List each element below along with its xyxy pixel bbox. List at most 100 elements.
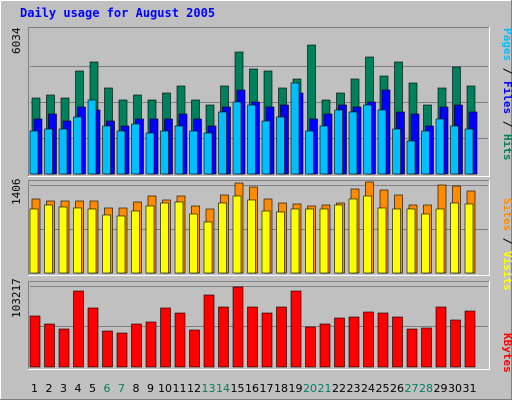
- pages-bar: [319, 125, 329, 175]
- day-label: 10: [158, 382, 172, 395]
- legend-kbytes: KBytes: [501, 333, 512, 373]
- kbytes-bar: [421, 327, 432, 368]
- legend-sep-3: /: [501, 231, 512, 251]
- kbytes-bar: [247, 306, 258, 368]
- kbytes-bar: [174, 312, 186, 368]
- pages-bar: [73, 116, 82, 175]
- kbytes-bar: [261, 312, 273, 368]
- visits-bar: [377, 207, 387, 274]
- chart-title: Daily usage for August 2005: [20, 6, 215, 20]
- day-label: 22: [332, 382, 346, 395]
- visits-bar: [435, 208, 445, 274]
- kbytes-bar: [290, 290, 302, 368]
- day-label: 19: [289, 382, 303, 395]
- kbytes-bar: [145, 321, 157, 368]
- kbytes-bar: [189, 329, 200, 368]
- pages-bar: [406, 140, 416, 175]
- day-label: 25: [376, 382, 390, 395]
- day-label: 26: [390, 382, 404, 395]
- visits-bar: [421, 213, 430, 274]
- visits-bar: [203, 221, 213, 274]
- legend-sep-1: /: [501, 61, 512, 81]
- pages-bar: [305, 130, 314, 175]
- visits-bar: [290, 208, 300, 274]
- legend-pages: Pages: [501, 28, 512, 61]
- kbytes-bar: [450, 319, 461, 368]
- hits-y-max-label: 6034: [10, 27, 23, 54]
- day-label: 21: [318, 382, 332, 395]
- legend-hits: Hits: [501, 134, 512, 161]
- pages-bar: [348, 111, 358, 175]
- pages-bar: [232, 101, 242, 175]
- kbytes-bar: [435, 306, 447, 368]
- kbytes-bar: [305, 326, 316, 368]
- day-label: 7: [118, 382, 125, 395]
- pages-bar: [276, 116, 285, 175]
- day-label: 29: [434, 382, 448, 395]
- kbytes-bar: [232, 286, 244, 368]
- day-label: 24: [361, 382, 375, 395]
- kbytes-bar: [58, 328, 70, 368]
- visits-bar: [261, 210, 271, 274]
- day-label: 27: [405, 382, 419, 395]
- visits-bar: [348, 198, 358, 274]
- day-label: 30: [448, 382, 462, 395]
- day-label: 1: [31, 382, 38, 395]
- pages-bar: [421, 130, 430, 175]
- visits-bar: [363, 195, 372, 274]
- kbytes-bar: [102, 330, 113, 368]
- visits-bar: [247, 199, 256, 274]
- legend-pages-files-hits: Pages / Files / Hits: [501, 28, 512, 161]
- visits-bar: [44, 204, 53, 274]
- legend-files: Files: [501, 81, 512, 114]
- sites-y-max-label: 1406: [10, 179, 23, 206]
- pages-bar: [29, 130, 39, 175]
- kbytes-bar: [73, 290, 84, 368]
- day-label: 23: [347, 382, 361, 395]
- kbytes-bar: [44, 323, 55, 368]
- visits-bar: [102, 214, 111, 274]
- kbytes-bar: [464, 310, 476, 368]
- visits-bar: [305, 208, 314, 274]
- day-label: 9: [147, 382, 154, 395]
- kbytes-bar: [276, 306, 287, 368]
- pages-bar: [261, 120, 271, 175]
- kbytes-bar: [116, 332, 128, 368]
- pages-bar: [435, 118, 445, 175]
- pages-bar: [377, 109, 387, 175]
- kbytes-bar: [29, 315, 41, 368]
- kbytes-bar: [392, 316, 403, 368]
- kbytes-bar: [406, 328, 418, 368]
- visits-bar: [406, 208, 416, 274]
- pages-bar: [218, 111, 227, 175]
- pages-bar: [450, 125, 459, 175]
- kbytes-bar: [334, 317, 345, 368]
- visits-bar: [87, 208, 97, 274]
- legend-kbytes-label: KBytes: [501, 333, 512, 373]
- kbytes-bar: [87, 307, 99, 368]
- day-label: 2: [46, 382, 53, 395]
- legend-sites-visits: Sites / Visits: [501, 198, 512, 291]
- day-label: 17: [260, 382, 274, 395]
- pages-bar: [58, 128, 68, 175]
- kbytes-bar: [218, 306, 229, 368]
- day-label: 18: [274, 382, 288, 395]
- pages-bar: [392, 128, 401, 175]
- legend-sites: Sites: [501, 198, 512, 231]
- visits-bar: [145, 205, 155, 274]
- pages-bar: [334, 109, 343, 175]
- chart-bars: [29, 44, 478, 368]
- visits-bar: [189, 213, 198, 274]
- pages-bar: [174, 125, 184, 175]
- kbytes-bar: [203, 294, 215, 368]
- visits-bar: [464, 203, 474, 274]
- day-label: 31: [463, 382, 477, 395]
- day-label: 28: [419, 382, 433, 395]
- pages-bar: [189, 130, 198, 175]
- day-labels: 1 2 3 4 5 6 7 8 9 10 11 12 13 14 15 16 17 18 19 20 21 22 23 24 2…: [31, 382, 477, 395]
- pages-bar: [160, 130, 169, 175]
- pages-bar: [290, 82, 300, 175]
- day-label: 11: [173, 382, 187, 395]
